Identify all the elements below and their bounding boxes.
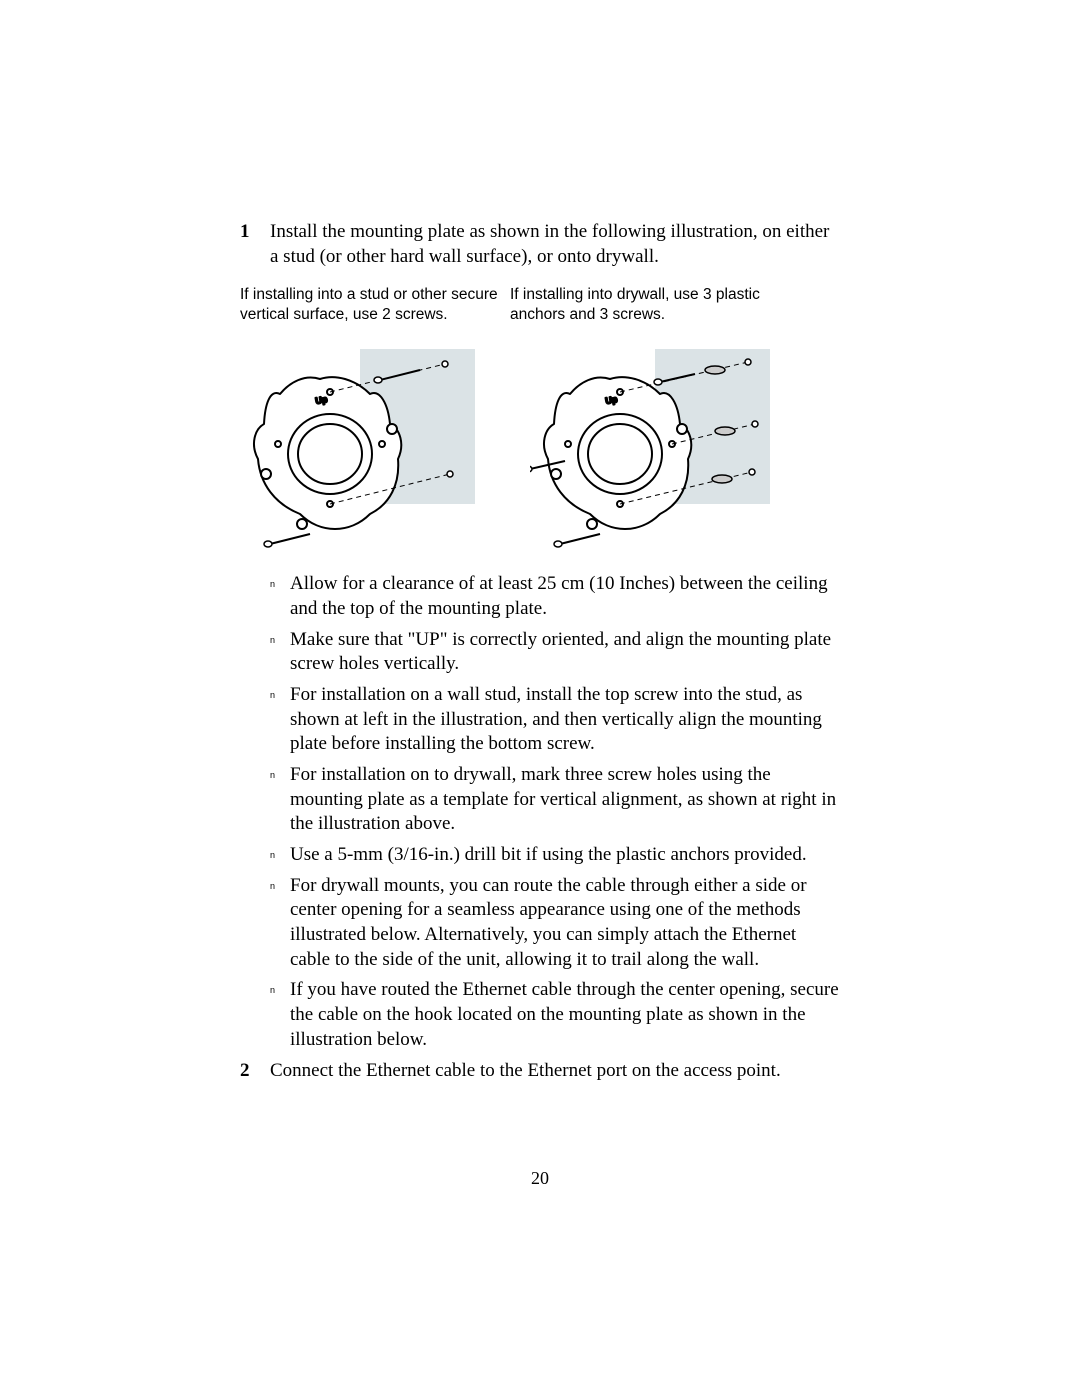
bullet-text: Use a 5-mm (3/16-in.) drill bit if using… <box>290 843 840 868</box>
step-1-number: 1 <box>240 220 270 269</box>
bullet-text: Make sure that "UP" is correctly oriente… <box>290 628 840 677</box>
bullet-icon: n <box>270 572 290 621</box>
bullet-icon: n <box>270 763 290 837</box>
step-2-number: 2 <box>240 1059 270 1084</box>
bullet-text: For installation on to drywall, mark thr… <box>290 763 840 837</box>
step-2: 2 Connect the Ethernet cable to the Ethe… <box>240 1059 840 1084</box>
content-block: 1 Install the mounting plate as shown in… <box>240 220 840 1093</box>
list-item: n Allow for a clearance of at least 25 c… <box>270 572 840 621</box>
bullet-text: For installation on a wall stud, install… <box>290 683 840 757</box>
bullet-text: Allow for a clearance of at least 25 cm … <box>290 572 840 621</box>
list-item: n For installation on a wall stud, insta… <box>270 683 840 757</box>
svg-text:Up: Up <box>605 394 619 406</box>
list-item: n For installation on to drywall, mark t… <box>270 763 840 837</box>
step-1: 1 Install the mounting plate as shown in… <box>240 220 840 269</box>
bullet-icon: n <box>270 843 290 868</box>
bullet-text: If you have routed the Ethernet cable th… <box>290 978 840 1052</box>
step-1-text: Install the mounting plate as shown in t… <box>270 220 840 269</box>
bullet-icon: n <box>270 978 290 1052</box>
mounting-figure-stud: Up <box>240 334 490 554</box>
list-item: n Make sure that "UP" is correctly orien… <box>270 628 840 677</box>
bullet-list: n Allow for a clearance of at least 25 c… <box>270 572 840 1052</box>
list-item: n For drywall mounts, you can route the … <box>270 874 840 973</box>
svg-text:Up: Up <box>315 394 329 406</box>
bullet-icon: n <box>270 874 290 973</box>
caption-right: If installing into drywall, use 3 plasti… <box>510 285 770 324</box>
bullet-icon: n <box>270 683 290 757</box>
page-number: 20 <box>0 1168 1080 1189</box>
bullet-icon: n <box>270 628 290 677</box>
list-item: n Use a 5-mm (3/16-in.) drill bit if usi… <box>270 843 840 868</box>
bullet-text: For drywall mounts, you can route the ca… <box>290 874 840 973</box>
step-2-text: Connect the Ethernet cable to the Ethern… <box>270 1059 840 1084</box>
figures-row: Up <box>240 334 840 554</box>
caption-left: If installing into a stud or other secur… <box>240 285 500 324</box>
mounting-figure-drywall: Up <box>530 334 780 554</box>
document-page: 1 Install the mounting plate as shown in… <box>0 0 1080 1397</box>
list-item: n If you have routed the Ethernet cable … <box>270 978 840 1052</box>
figure-captions: If installing into a stud or other secur… <box>240 285 840 324</box>
